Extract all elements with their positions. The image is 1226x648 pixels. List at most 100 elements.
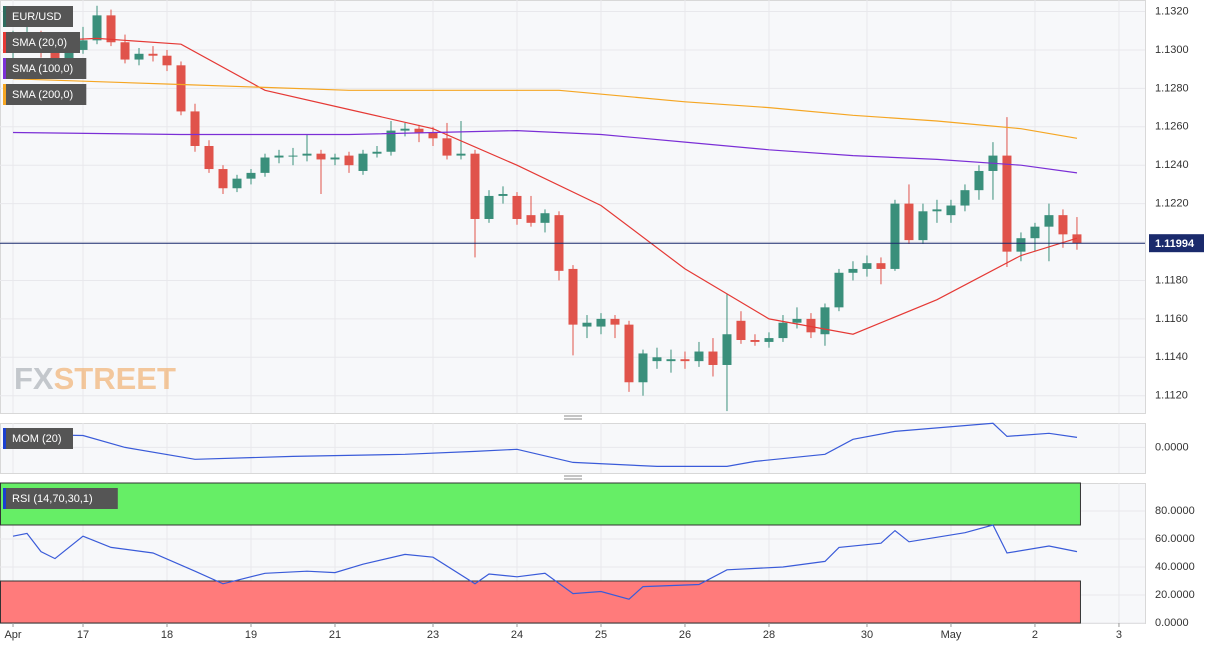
candle-body [330,157,340,160]
legend-swatch [3,428,6,449]
candle-body [316,153,326,160]
candle-body [596,318,606,327]
y-tick-label: 80.0000 [1155,505,1195,517]
legend-box [3,84,87,105]
candle-body [610,318,620,325]
candle-body [694,351,704,362]
panel-handles [564,415,582,480]
y-tick-label: 20.0000 [1155,589,1195,601]
candle-body [960,190,970,206]
candle-body [78,40,88,50]
candle-body [890,203,900,269]
indicator-line [12,129,1078,174]
candle-body [932,209,942,212]
candle-body [848,268,858,273]
y-tick-label: 1.1300 [1155,44,1189,56]
candle-body [862,263,872,269]
y-tick-label: 1.1320 [1155,5,1189,17]
candle-body [414,128,424,133]
candle-body [470,153,480,219]
y-tick-label: 0.0000 [1155,617,1189,629]
candle-body [1016,238,1026,252]
candle-body [624,324,634,383]
indicator-line [12,524,1078,600]
candle-body [106,15,116,43]
candle-body [540,213,550,223]
y-tick-label: 40.0000 [1155,561,1195,573]
candle-body [736,320,746,341]
legend-label: EUR/USD [12,11,62,23]
candle-body [246,172,256,179]
candle-body [148,53,158,56]
indicator-line [12,78,1078,139]
candle-body [512,195,522,219]
y-tick-label: 1.1260 [1155,121,1189,133]
x-tick-label: 17 [77,629,89,641]
legend-swatch [3,488,6,509]
x-tick-label: 25 [595,629,607,641]
y-tick-label: 60.0000 [1155,533,1195,545]
legend-swatch [3,58,6,79]
legend-box [3,488,118,509]
candle-body [820,307,830,335]
candle-body [722,334,732,365]
candle-body [876,263,886,269]
candle-body [162,55,172,66]
legend-swatch [3,6,6,27]
candle-body [190,111,200,146]
legend-box [3,32,80,53]
candle-body [652,357,662,362]
candle-body [288,155,298,157]
candle-body [806,318,816,333]
panel-background [0,423,1146,474]
candle-body [400,128,410,131]
y-tick-label: 0.0000 [1155,441,1189,453]
candle-body [428,132,438,139]
x-tick-label: 30 [861,629,873,641]
indicator-line [12,37,1078,335]
candle-body [778,322,788,339]
candle-body [666,359,676,362]
indicator-line [12,422,1078,467]
x-tick-label: 24 [511,629,523,641]
candle-body [50,49,60,60]
candle-body [274,155,284,158]
candle-body [904,203,914,241]
y-tick-label: 1.1140 [1155,351,1188,363]
last-price-label: 1.11994 [1155,238,1195,250]
candle-body [834,272,844,308]
legend-box [3,6,73,27]
logo-text: FXSTREET [14,361,176,396]
x-tick-label: 28 [763,629,775,641]
candle-body [1044,215,1054,227]
y-tick-label: 1.1220 [1155,198,1189,210]
candle-body [484,195,494,219]
candle-body [638,353,648,383]
y-tick-label: 1.1240 [1155,159,1189,171]
candle-body [344,155,354,166]
candle-body [680,359,690,362]
legend-label: SMA (20,0) [12,37,67,49]
candle-body [386,130,396,152]
candle-body [64,49,74,60]
x-tick-label: 26 [679,629,691,641]
logo-street: STREET [54,361,176,396]
y-tick-label: 1.1160 [1155,313,1188,325]
y-tick-label: 1.1280 [1155,82,1189,94]
candle-body [568,268,578,325]
x-tick-label: 18 [161,629,173,641]
candle-body [974,170,984,191]
candle-body [176,65,186,112]
rsi-band [0,580,1081,624]
candle-body [232,178,242,189]
x-tick-label: May [941,629,962,641]
candle-body [204,145,214,170]
candle-body [372,151,382,154]
legend-label: MOM (20) [12,433,62,445]
candle-body [442,138,452,156]
x-tick-label: 19 [245,629,257,641]
x-tick-label: 2 [1032,629,1038,641]
legend-label: RSI (14,70,30,1) [12,493,93,505]
rsi-band [0,482,1081,526]
candle-body [946,205,956,216]
